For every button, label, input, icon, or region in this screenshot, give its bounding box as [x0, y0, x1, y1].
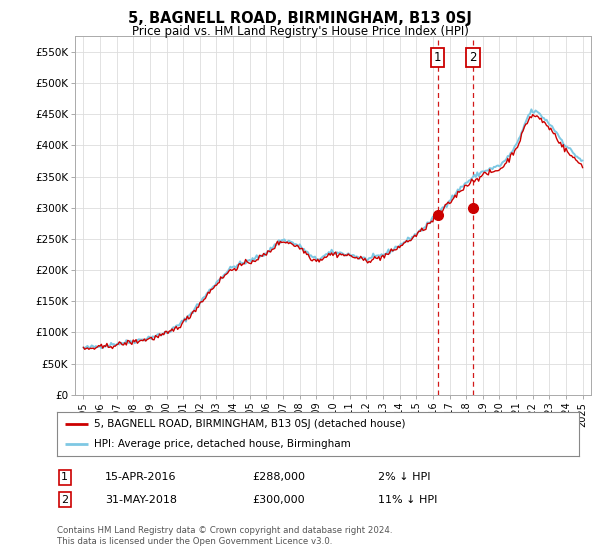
Text: £300,000: £300,000: [252, 494, 305, 505]
Text: 1: 1: [434, 51, 442, 64]
Text: 2% ↓ HPI: 2% ↓ HPI: [378, 472, 431, 482]
Text: HPI: Average price, detached house, Birmingham: HPI: Average price, detached house, Birm…: [94, 439, 350, 449]
Text: 11% ↓ HPI: 11% ↓ HPI: [378, 494, 437, 505]
Text: Price paid vs. HM Land Registry's House Price Index (HPI): Price paid vs. HM Land Registry's House …: [131, 25, 469, 38]
Text: 5, BAGNELL ROAD, BIRMINGHAM, B13 0SJ: 5, BAGNELL ROAD, BIRMINGHAM, B13 0SJ: [128, 11, 472, 26]
Text: 5, BAGNELL ROAD, BIRMINGHAM, B13 0SJ (detached house): 5, BAGNELL ROAD, BIRMINGHAM, B13 0SJ (de…: [94, 419, 405, 429]
Text: 2: 2: [61, 494, 68, 505]
Text: 1: 1: [61, 472, 68, 482]
Text: 15-APR-2016: 15-APR-2016: [105, 472, 176, 482]
Text: Contains HM Land Registry data © Crown copyright and database right 2024.
This d: Contains HM Land Registry data © Crown c…: [57, 526, 392, 546]
Text: 31-MAY-2018: 31-MAY-2018: [105, 494, 177, 505]
Text: £288,000: £288,000: [252, 472, 305, 482]
Text: 2: 2: [469, 51, 477, 64]
